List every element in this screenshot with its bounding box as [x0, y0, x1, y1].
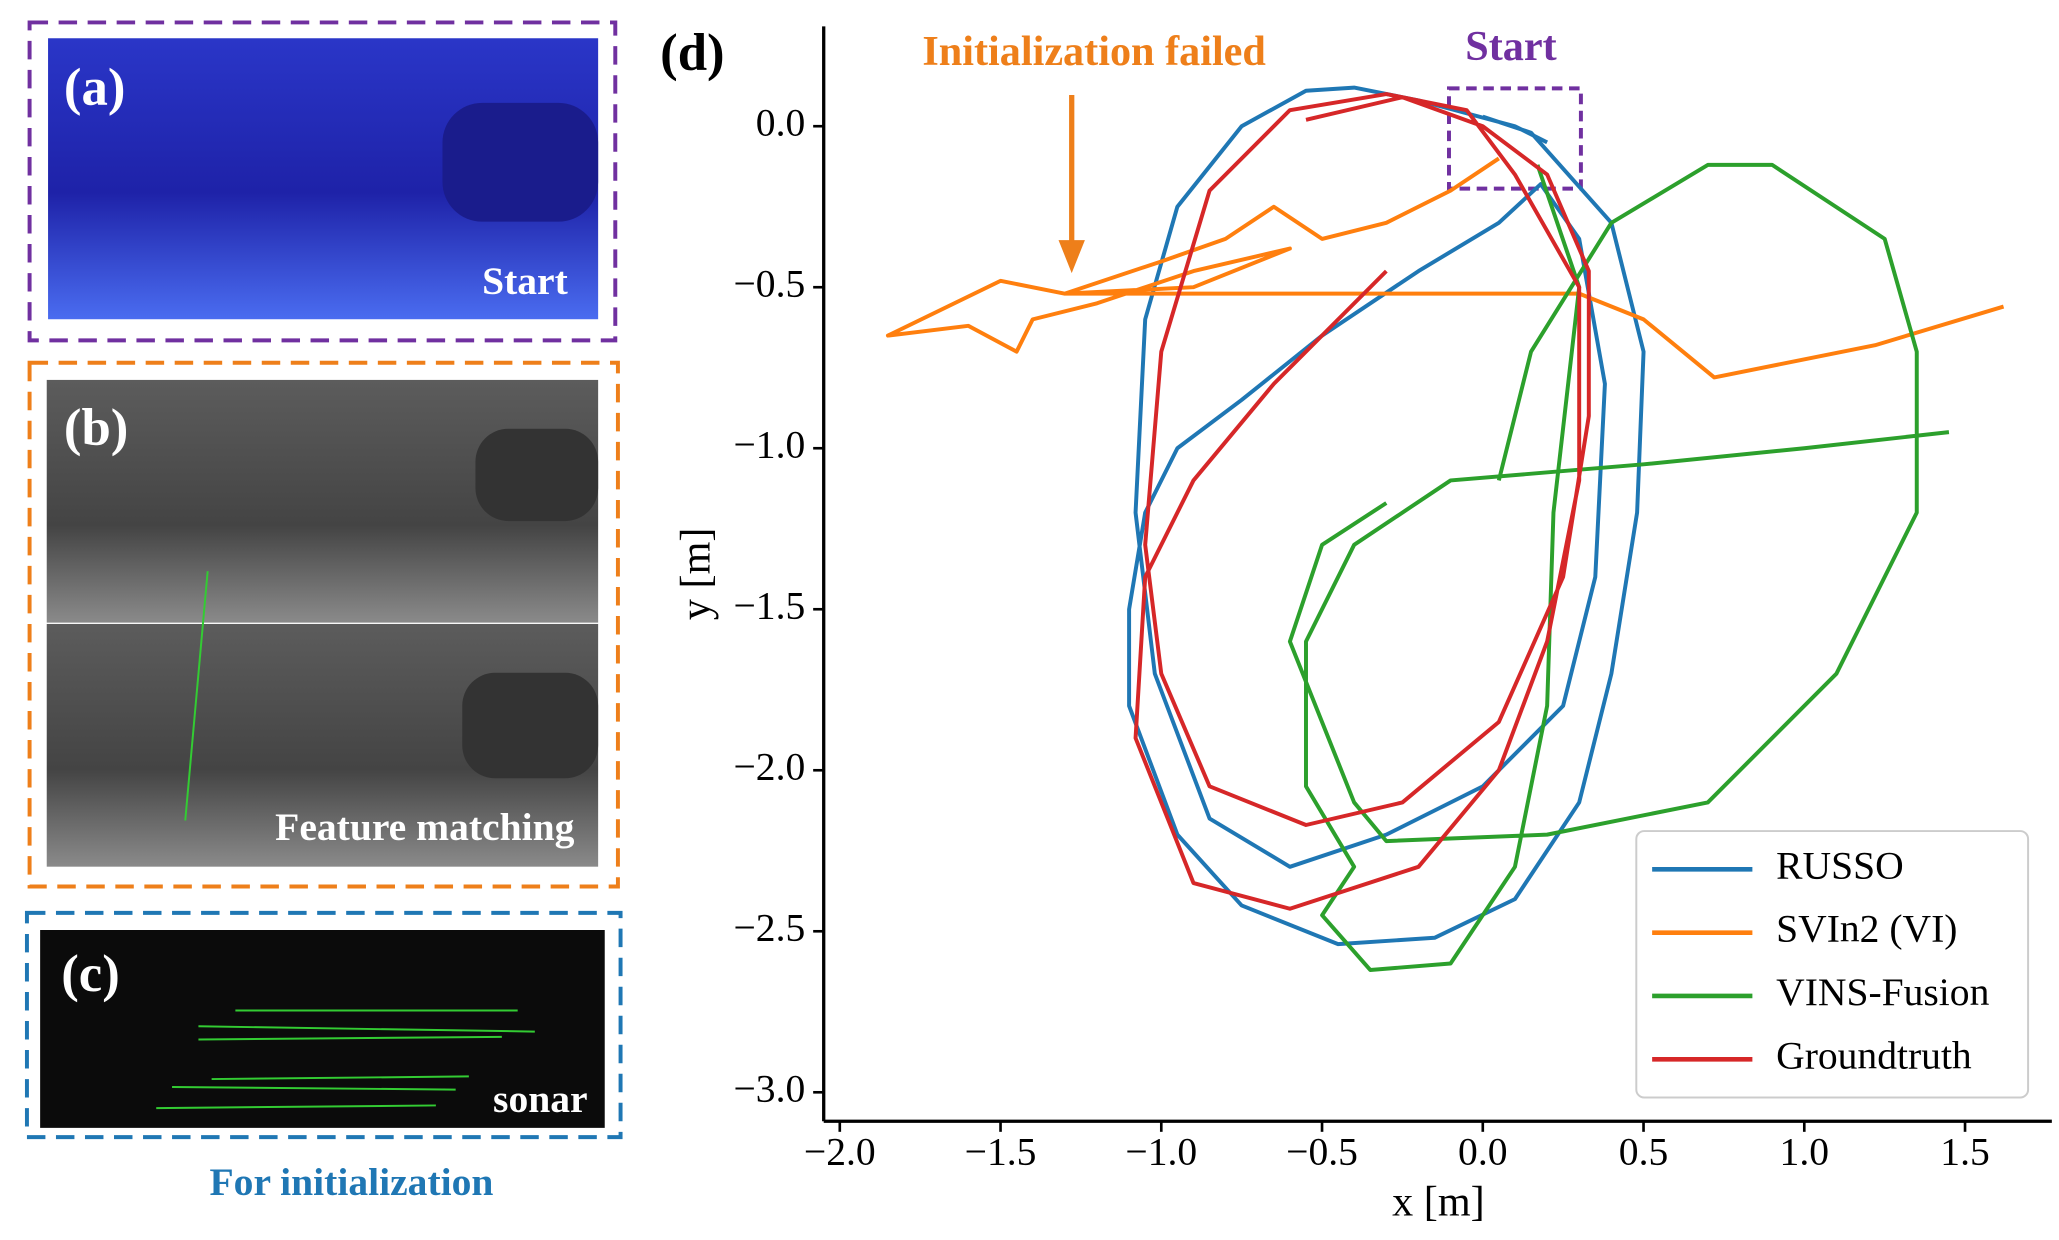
start-box — [1447, 86, 1583, 191]
panel-label: (b) — [64, 399, 128, 457]
trajectory — [1133, 92, 1591, 911]
y-tick-label: −1.5 — [733, 583, 805, 627]
x-tick-label: −2.0 — [804, 1130, 876, 1174]
panel-label: (d) — [660, 24, 724, 82]
x-tick-label: 0.0 — [1458, 1130, 1507, 1174]
image-object — [462, 672, 599, 779]
x-tick-label: 1.0 — [1780, 1130, 1829, 1174]
y-tick-label: −2.0 — [733, 744, 805, 788]
image-object — [442, 102, 599, 222]
match-line — [184, 571, 209, 821]
x-tick-label: 0.5 — [1619, 1130, 1668, 1174]
legend-label: SVIn2 (VI) — [1776, 907, 1957, 951]
match-lines — [156, 1009, 535, 1110]
legend-label: Groundtruth — [1776, 1033, 1972, 1077]
y-tick-label: −1.0 — [733, 422, 805, 466]
x-tick-label: −0.5 — [1286, 1130, 1358, 1174]
panel-frame — [27, 20, 618, 343]
panel-caption: Start — [482, 259, 568, 303]
trajectory — [1127, 85, 1646, 947]
y-axis-label: y [m] — [672, 528, 719, 621]
x-tick-label: −1.5 — [965, 1130, 1037, 1174]
legend-box — [1635, 830, 2030, 1099]
panel-caption: Feature matching — [275, 805, 574, 849]
y-tick-label: −3.0 — [733, 1066, 805, 1110]
panel-label: (a) — [64, 58, 126, 116]
panel-caption: sonar — [493, 1077, 588, 1121]
annotation: Start — [1465, 23, 1556, 70]
y-tick-label: −0.5 — [733, 261, 805, 305]
image-object — [475, 428, 599, 522]
y-tick-label: −2.5 — [733, 905, 805, 949]
x-axis-label: x [m] — [1392, 1178, 1485, 1225]
x-tick-label: −1.0 — [1125, 1130, 1197, 1174]
legend-label: VINS-Fusion — [1776, 970, 1989, 1014]
legend-label: RUSSO — [1776, 843, 1904, 887]
panel-frame — [27, 360, 620, 889]
annotation-arrowhead — [1058, 240, 1085, 274]
footer-caption: For initialization — [210, 1160, 494, 1204]
panel-label: (c) — [61, 945, 120, 1003]
trajectory — [885, 156, 2005, 380]
panel-frame — [24, 910, 623, 1140]
x-tick-label: 1.5 — [1940, 1130, 1989, 1174]
annotation: Initialization failed — [922, 28, 1266, 75]
plot: −2.0 −1.5 −1.0 −0.5 0.0 0.5 1.0 1.5 0.0 −0.5 −1.0 −… — [733, 26, 2052, 1174]
y-tick-label: 0.0 — [756, 100, 805, 144]
